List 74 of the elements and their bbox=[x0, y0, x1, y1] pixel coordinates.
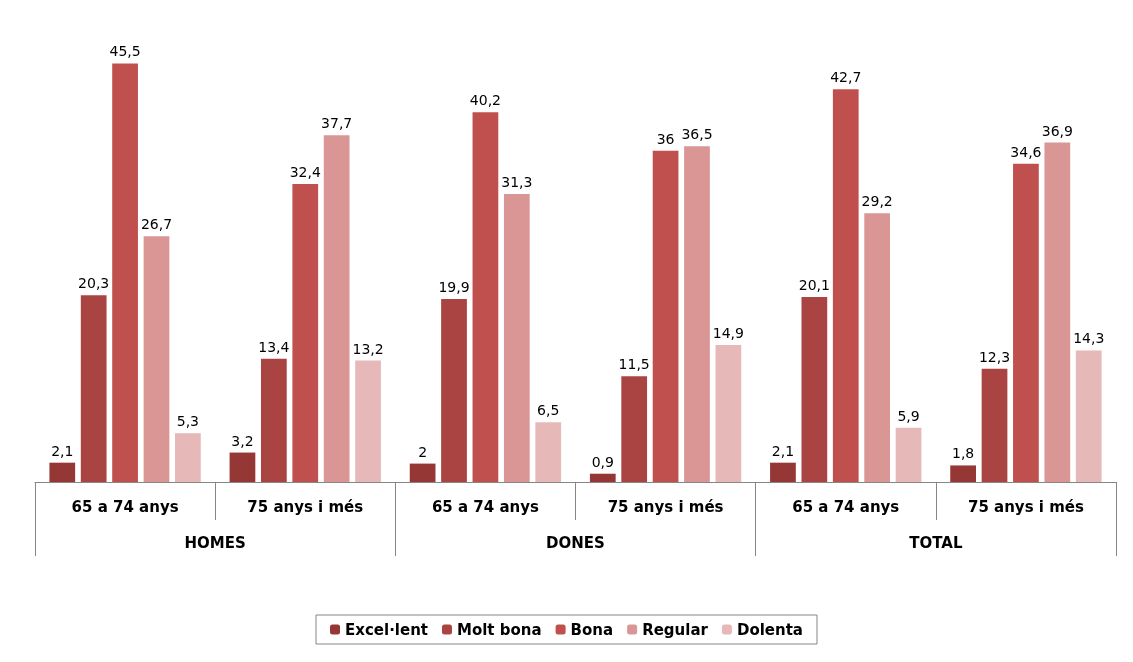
bar bbox=[503, 194, 530, 482]
data-label: 36,5 bbox=[681, 126, 713, 143]
data-label: 2,1 bbox=[51, 442, 74, 459]
data-label: 32,4 bbox=[289, 163, 321, 180]
bar bbox=[684, 146, 710, 482]
data-label: 36 bbox=[656, 130, 675, 147]
bar bbox=[715, 344, 742, 482]
data-label: 29,2 bbox=[861, 193, 893, 210]
text: TOTAL bbox=[909, 533, 963, 552]
bar bbox=[1013, 163, 1039, 482]
bar bbox=[472, 112, 499, 482]
bar bbox=[1075, 350, 1102, 482]
data-label: 36,9 bbox=[1041, 122, 1073, 139]
text: HOMES bbox=[184, 533, 246, 552]
data-label: 37,7 bbox=[321, 115, 353, 132]
x-tick-label: 75 anys i més bbox=[967, 497, 1084, 516]
data-label: 1,8 bbox=[951, 445, 975, 462]
bar bbox=[229, 452, 256, 482]
legend-label: Bona bbox=[570, 620, 614, 639]
legend-label: Excel·lent bbox=[345, 620, 429, 639]
data-label: 20,3 bbox=[78, 275, 110, 292]
bar bbox=[652, 150, 679, 482]
data-label: 34,6 bbox=[1010, 143, 1042, 160]
data-label: 13,2 bbox=[352, 340, 384, 357]
data-label: 2 bbox=[418, 443, 428, 460]
data-label: 31,3 bbox=[501, 174, 533, 191]
bar bbox=[535, 422, 562, 482]
bar bbox=[801, 297, 828, 482]
legend-label: Molt bona bbox=[457, 620, 542, 639]
bar bbox=[409, 463, 436, 482]
bar bbox=[355, 360, 381, 482]
data-label: 2,1 bbox=[771, 442, 795, 459]
bar bbox=[112, 63, 138, 482]
data-label: 14,9 bbox=[712, 324, 744, 341]
x-tick-label: 75 anys i més bbox=[607, 497, 724, 516]
x-tick-label: 65 a 74 anys bbox=[792, 497, 900, 516]
data-label: 12,3 bbox=[978, 348, 1011, 365]
x-tick-label: 65 a 74 anys bbox=[71, 497, 179, 516]
data-label: 42,7 bbox=[830, 69, 862, 86]
legend-label: Dolenta bbox=[736, 620, 803, 639]
bar bbox=[441, 298, 467, 482]
data-label: 20,1 bbox=[798, 277, 830, 294]
data-label: 3,2 bbox=[231, 432, 254, 449]
bar bbox=[292, 183, 319, 482]
bar bbox=[260, 358, 287, 482]
bar bbox=[49, 462, 76, 482]
bar bbox=[864, 213, 891, 482]
data-label: 5,3 bbox=[176, 413, 200, 430]
bar bbox=[1044, 142, 1071, 482]
data-label: 0,9 bbox=[591, 453, 614, 470]
x-tick-label: 75 anys i més bbox=[247, 497, 364, 516]
data-label: 6,5 bbox=[537, 402, 560, 419]
bar bbox=[621, 376, 648, 482]
bar bbox=[981, 368, 1008, 482]
data-label: 26,7 bbox=[140, 216, 173, 233]
bar bbox=[143, 236, 170, 482]
x-tick-label: 65 a 74 anys bbox=[431, 497, 540, 516]
data-label: 19,9 bbox=[438, 278, 470, 295]
bar bbox=[950, 465, 976, 482]
text: DONES bbox=[546, 533, 605, 552]
data-label: 45,5 bbox=[109, 43, 141, 60]
data-label: 5,9 bbox=[897, 407, 920, 424]
bar bbox=[80, 295, 107, 482]
data-label: 13,4 bbox=[258, 338, 290, 355]
bar bbox=[832, 89, 859, 482]
bar bbox=[323, 135, 350, 482]
bar bbox=[770, 462, 796, 482]
data-label: 14,3 bbox=[1073, 330, 1105, 347]
legend-label: Regular bbox=[642, 620, 709, 639]
data-label: 11,5 bbox=[618, 356, 650, 373]
bar bbox=[175, 433, 201, 482]
data-label: 40,2 bbox=[469, 92, 501, 109]
bar bbox=[589, 473, 616, 482]
bar bbox=[895, 427, 922, 482]
